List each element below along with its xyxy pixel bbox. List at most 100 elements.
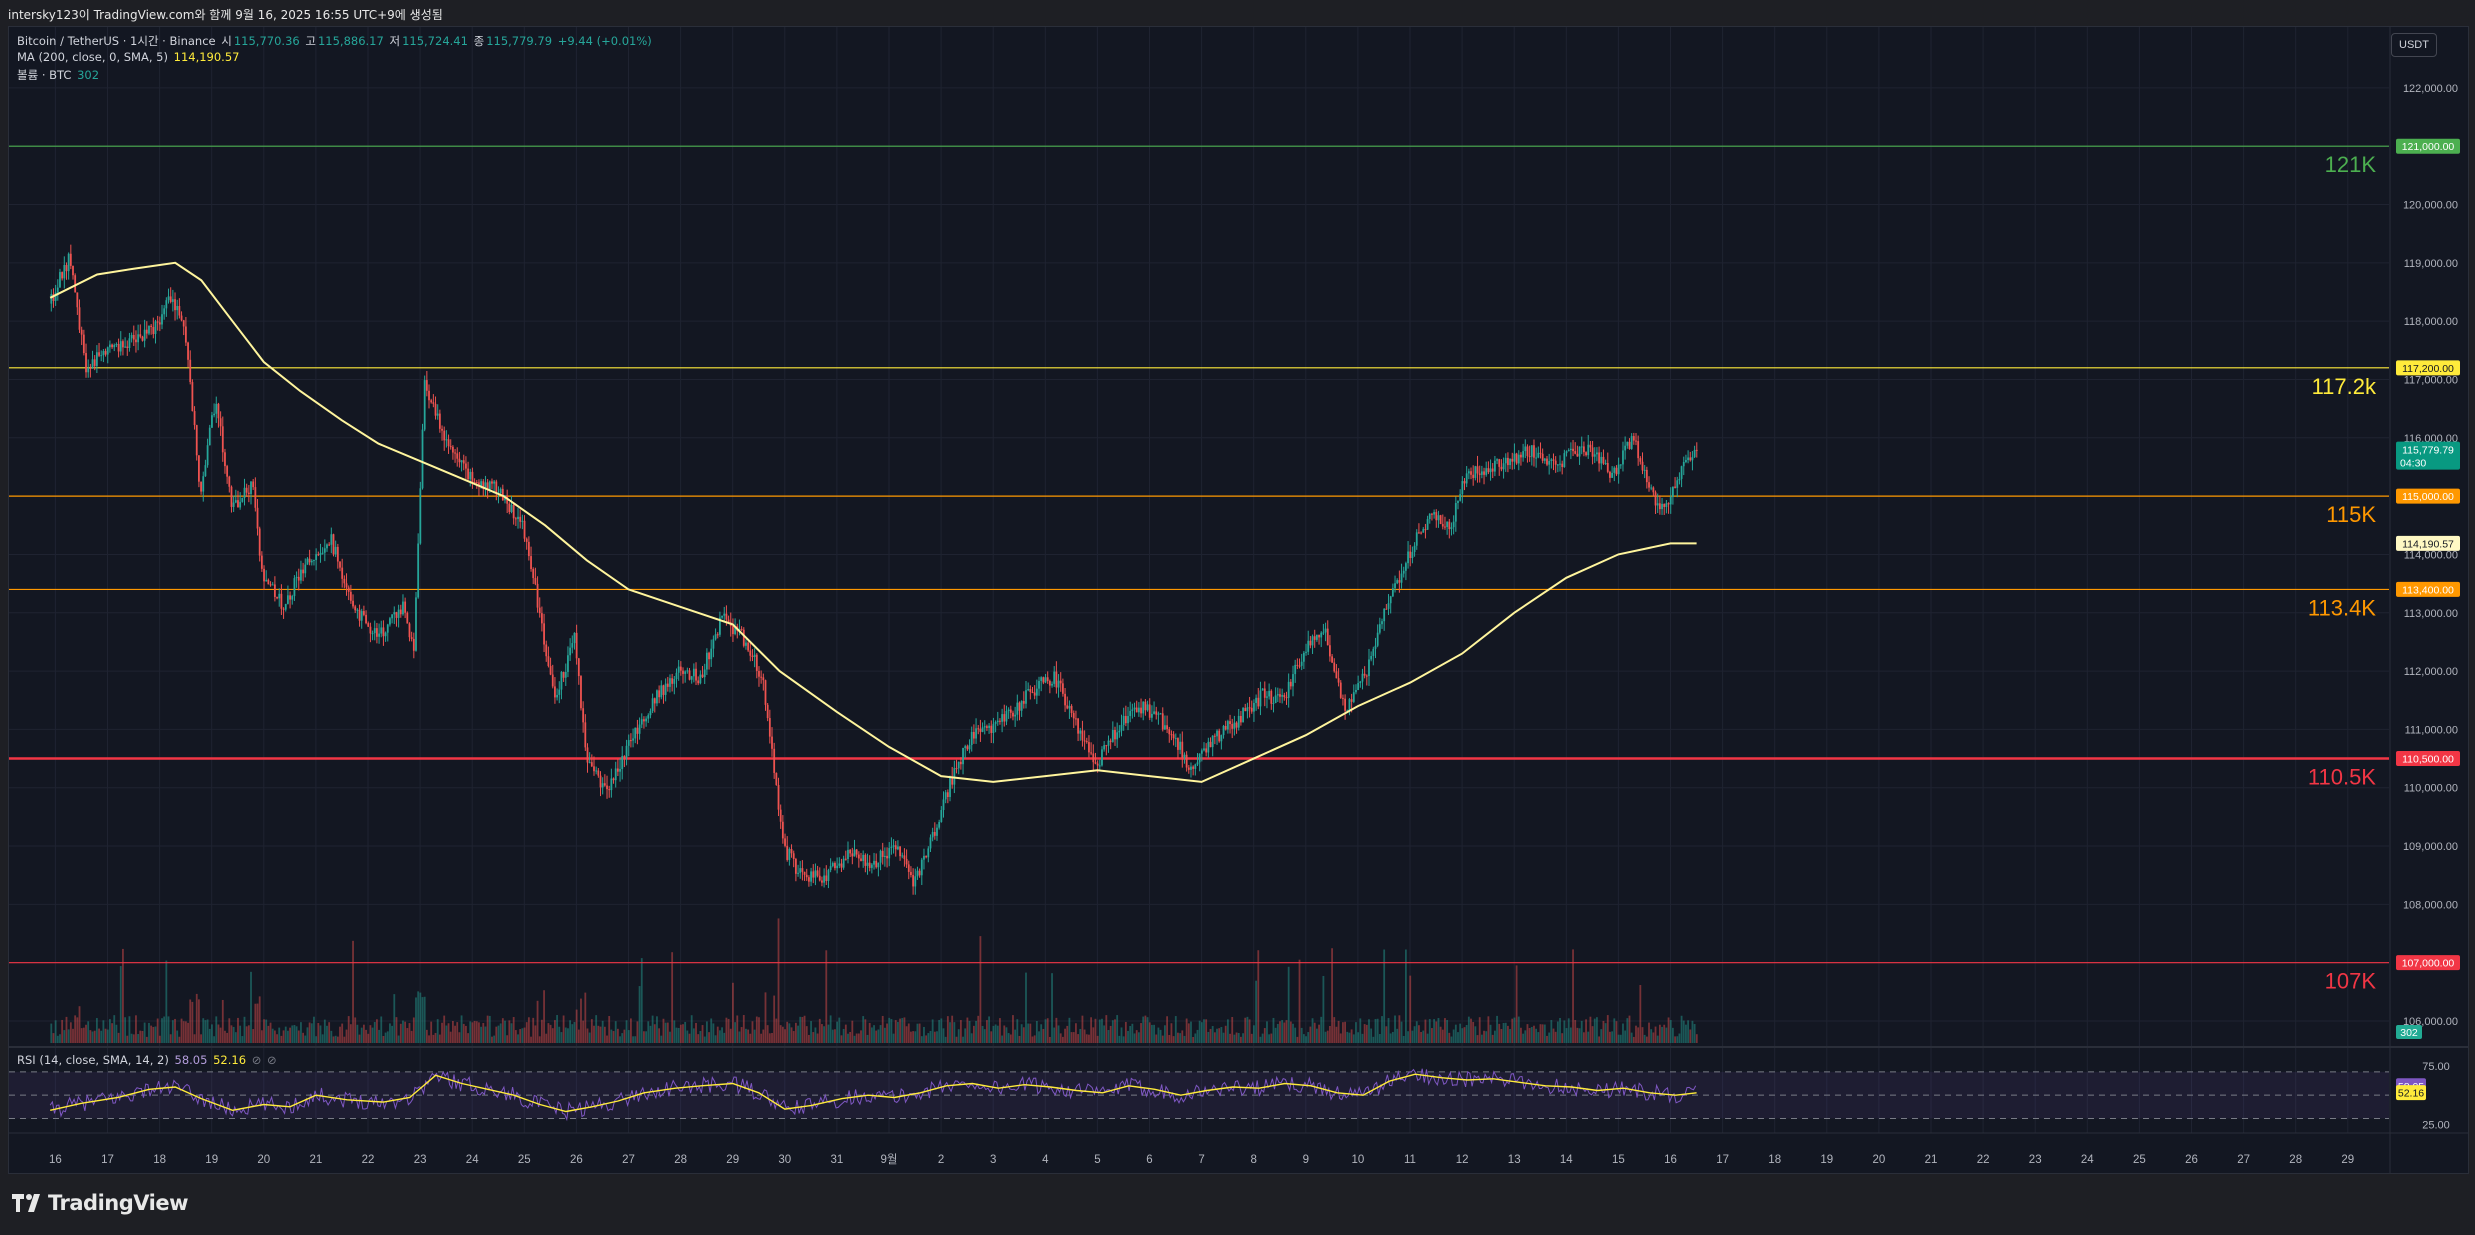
candle-body xyxy=(601,783,604,788)
candle-body xyxy=(907,864,910,872)
candle-body xyxy=(1398,580,1401,583)
candle-body xyxy=(1022,701,1025,704)
volume-bar xyxy=(1257,950,1260,1043)
candle-body xyxy=(1424,529,1427,531)
candle-body xyxy=(1556,464,1559,466)
volume-bar xyxy=(161,1018,163,1043)
volume-bar xyxy=(415,997,417,1043)
candle-body xyxy=(406,612,409,624)
candle-body xyxy=(1444,526,1446,528)
candle-body xyxy=(1645,469,1648,483)
candle-body xyxy=(1289,681,1292,687)
volume-bar xyxy=(875,1030,878,1043)
candle-body xyxy=(677,666,680,673)
pane-separators xyxy=(9,27,2469,1173)
candle-body xyxy=(271,584,274,586)
candle-body xyxy=(1663,503,1666,507)
volume-bar xyxy=(1324,1031,1327,1043)
visibility-icon[interactable]: ⊘ xyxy=(251,1053,262,1067)
volume-bar xyxy=(1207,1031,1210,1043)
volume-bar xyxy=(273,1030,276,1043)
candle-body xyxy=(1179,741,1182,750)
candle-body xyxy=(664,683,667,695)
candle-body xyxy=(87,367,90,373)
volume-bar xyxy=(975,1020,977,1043)
volume-bar xyxy=(1433,1019,1436,1043)
candle-body xyxy=(1144,701,1147,711)
candle-body xyxy=(250,481,252,494)
rsi-label[interactable]: RSI (14, close, SMA, 14, 2) xyxy=(17,1053,169,1067)
candle-body xyxy=(67,253,70,272)
candle-body xyxy=(137,334,140,343)
volume-bar xyxy=(1248,1019,1251,1043)
volume-bar xyxy=(332,1036,335,1043)
candle-body xyxy=(981,727,984,732)
time-tick-label: 16 xyxy=(1664,1154,1677,1166)
volume-bar xyxy=(749,1033,752,1043)
candle-body xyxy=(1630,436,1633,449)
candle-body xyxy=(1298,665,1301,667)
ma-label[interactable]: MA (200, close, 0, SMA, 5) xyxy=(17,50,168,64)
candle-body xyxy=(1185,754,1188,768)
volume-bar xyxy=(1294,1027,1297,1043)
volume-bar xyxy=(959,1020,962,1043)
volume-bar xyxy=(1253,1025,1255,1043)
volume-bar xyxy=(962,1036,964,1043)
candle-body xyxy=(890,846,893,849)
volume-bar xyxy=(1007,1033,1010,1043)
settings-icon[interactable]: ⊘ xyxy=(267,1053,277,1067)
volume-bar xyxy=(1559,1017,1561,1043)
candle-body xyxy=(438,413,441,429)
candle-body xyxy=(417,543,420,598)
volume-bar xyxy=(512,1017,515,1043)
volume-bar xyxy=(1680,1015,1683,1043)
candle-body xyxy=(1491,468,1494,472)
candle-body xyxy=(512,504,515,519)
volume-bar xyxy=(1153,1024,1155,1043)
volume-bar xyxy=(349,1024,352,1043)
candle-body xyxy=(986,726,988,728)
candle-body xyxy=(1046,677,1049,681)
symbol-legend[interactable]: Bitcoin / TetherUS · 1시간 · Binance 시 115,… xyxy=(17,33,654,49)
time-axis[interactable]: 16 17 18 19 20 21 22 23 24 25 26 27 28 29 30 31 9월 2 3 4 5 6 7… xyxy=(49,1153,2354,1166)
volume-bar xyxy=(421,997,424,1043)
candle-body xyxy=(145,329,148,334)
volume-bar xyxy=(619,1036,621,1043)
candle-body xyxy=(1224,725,1227,730)
volume-bar xyxy=(1233,1034,1236,1043)
volume-bar xyxy=(1687,1020,1689,1043)
volume-bar xyxy=(180,1018,183,1043)
time-tick-label: 26 xyxy=(570,1154,583,1166)
candle-body xyxy=(627,740,630,746)
volume-bar xyxy=(1374,1019,1377,1043)
candle-body xyxy=(1003,714,1006,722)
rsi-legend[interactable]: RSI (14, close, SMA, 14, 2) 58.05 52.16 … xyxy=(17,1053,279,1067)
symbol-name[interactable]: Bitcoin / TetherUS · 1시간 · Binance xyxy=(17,34,216,48)
candle-body xyxy=(217,403,220,419)
candle-body xyxy=(816,870,819,876)
currency-button[interactable]: USDT xyxy=(2391,33,2437,57)
volume-bar xyxy=(284,1026,287,1043)
volume-bar xyxy=(258,996,261,1043)
price-axis[interactable]: 106,000.00107,000.00108,000.00109,000.00… xyxy=(2403,83,2458,1028)
candle-body xyxy=(1502,463,1505,470)
candle-body xyxy=(458,458,461,463)
candle-body xyxy=(1376,632,1379,646)
candle-body xyxy=(599,775,602,788)
volume-bar xyxy=(158,1035,161,1043)
candle-body xyxy=(1539,452,1542,454)
time-tick-label: 23 xyxy=(414,1154,427,1166)
candle-body xyxy=(562,672,565,678)
candle-body xyxy=(360,611,363,621)
last-price-tag xyxy=(2396,441,2460,470)
countdown-text: 04:30 xyxy=(2400,458,2426,470)
volume-legend[interactable]: 볼륨 · BTC 302 xyxy=(17,67,101,83)
volume-label[interactable]: 볼륨 · BTC xyxy=(17,68,72,82)
candle-body xyxy=(732,626,734,635)
volume-bar xyxy=(899,1018,901,1043)
volume-bar xyxy=(855,1033,858,1043)
ma-legend[interactable]: MA (200, close, 0, SMA, 5) 114,190.57 xyxy=(17,50,241,64)
volume-bar xyxy=(925,1035,928,1043)
